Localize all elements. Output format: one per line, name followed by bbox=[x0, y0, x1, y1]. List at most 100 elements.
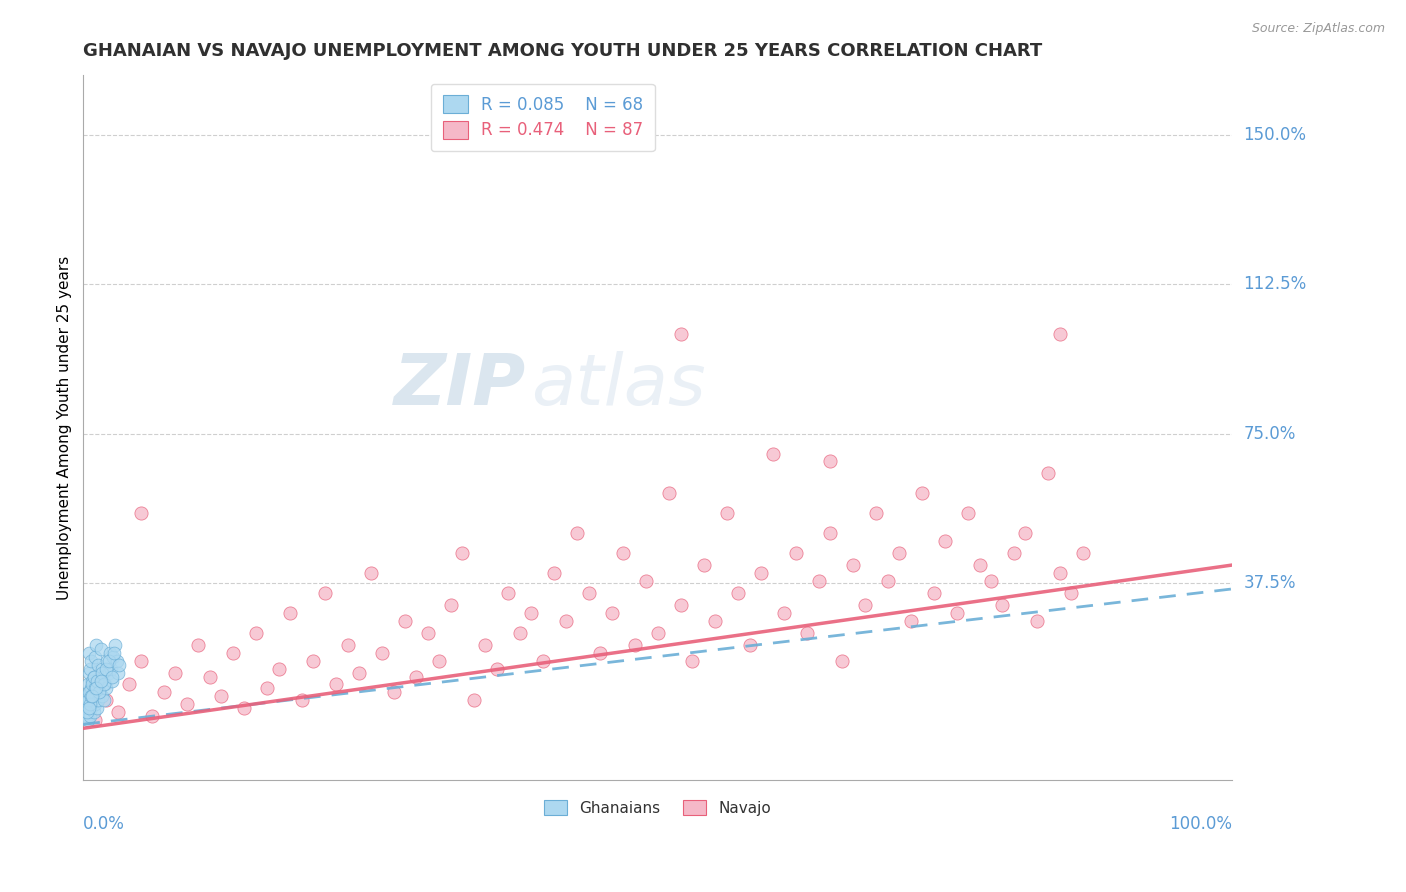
Point bbox=[198, 669, 221, 683]
Point bbox=[87, 657, 110, 672]
Point bbox=[749, 566, 772, 580]
Point bbox=[887, 546, 910, 560]
Point bbox=[221, 646, 243, 660]
Point bbox=[991, 598, 1014, 612]
Point bbox=[77, 701, 100, 715]
Point bbox=[658, 486, 681, 500]
Point bbox=[429, 654, 451, 668]
Point bbox=[876, 574, 898, 588]
Point bbox=[945, 606, 967, 620]
Point bbox=[165, 665, 187, 680]
Point bbox=[716, 506, 738, 520]
Point bbox=[1049, 326, 1071, 341]
Point bbox=[245, 625, 267, 640]
Point bbox=[83, 698, 105, 712]
Point bbox=[842, 558, 865, 572]
Point bbox=[96, 681, 118, 696]
Point bbox=[543, 566, 565, 580]
Point bbox=[79, 709, 101, 723]
Point bbox=[76, 709, 98, 723]
Point bbox=[77, 698, 100, 712]
Point bbox=[97, 654, 120, 668]
Point bbox=[79, 685, 101, 699]
Point bbox=[463, 693, 485, 707]
Point bbox=[796, 625, 818, 640]
Point bbox=[278, 606, 301, 620]
Text: 75.0%: 75.0% bbox=[1243, 425, 1296, 442]
Point bbox=[773, 606, 796, 620]
Text: 100.0%: 100.0% bbox=[1170, 815, 1232, 833]
Point bbox=[77, 693, 100, 707]
Point bbox=[96, 693, 118, 707]
Point bbox=[129, 506, 152, 520]
Point bbox=[79, 698, 101, 712]
Point bbox=[704, 614, 727, 628]
Point bbox=[1060, 586, 1083, 600]
Point bbox=[647, 625, 669, 640]
Point bbox=[93, 677, 115, 691]
Point bbox=[141, 709, 163, 723]
Point bbox=[90, 662, 112, 676]
Point bbox=[104, 638, 127, 652]
Point bbox=[865, 506, 887, 520]
Point bbox=[82, 673, 104, 688]
Point bbox=[80, 681, 103, 696]
Point bbox=[314, 586, 336, 600]
Point bbox=[360, 566, 382, 580]
Point bbox=[1026, 614, 1049, 628]
Point bbox=[922, 586, 945, 600]
Point bbox=[89, 673, 111, 688]
Point bbox=[209, 690, 232, 704]
Point bbox=[89, 685, 111, 699]
Point bbox=[89, 685, 111, 699]
Point bbox=[77, 706, 100, 720]
Point bbox=[176, 698, 198, 712]
Point bbox=[347, 665, 370, 680]
Point bbox=[77, 646, 100, 660]
Point bbox=[108, 657, 131, 672]
Point bbox=[1049, 566, 1071, 580]
Point bbox=[83, 677, 105, 691]
Point bbox=[554, 614, 576, 628]
Point bbox=[105, 654, 128, 668]
Text: 37.5%: 37.5% bbox=[1243, 574, 1296, 592]
Point bbox=[83, 706, 105, 720]
Point bbox=[96, 662, 118, 676]
Point bbox=[1038, 467, 1060, 481]
Point bbox=[600, 606, 623, 620]
Point bbox=[80, 690, 103, 704]
Point bbox=[636, 574, 658, 588]
Point bbox=[77, 677, 100, 691]
Point bbox=[738, 638, 761, 652]
Text: Source: ZipAtlas.com: Source: ZipAtlas.com bbox=[1251, 22, 1385, 36]
Point bbox=[77, 714, 100, 728]
Point bbox=[900, 614, 922, 628]
Text: ZIP: ZIP bbox=[394, 351, 526, 420]
Point bbox=[80, 701, 103, 715]
Point bbox=[83, 714, 105, 728]
Point bbox=[509, 625, 531, 640]
Point bbox=[325, 677, 347, 691]
Point bbox=[86, 681, 108, 696]
Point bbox=[77, 693, 100, 707]
Text: GHANAIAN VS NAVAJO UNEMPLOYMENT AMONG YOUTH UNDER 25 YEARS CORRELATION CHART: GHANAIAN VS NAVAJO UNEMPLOYMENT AMONG YO… bbox=[83, 42, 1042, 60]
Text: atlas: atlas bbox=[531, 351, 706, 420]
Text: 112.5%: 112.5% bbox=[1243, 276, 1306, 293]
Point bbox=[818, 526, 841, 541]
Point bbox=[83, 649, 105, 664]
Point bbox=[98, 646, 121, 660]
Point bbox=[681, 654, 703, 668]
Point bbox=[77, 685, 100, 699]
Point bbox=[394, 614, 416, 628]
Point bbox=[451, 546, 474, 560]
Point bbox=[233, 701, 256, 715]
Point bbox=[118, 677, 141, 691]
Point bbox=[785, 546, 807, 560]
Point bbox=[91, 669, 114, 683]
Point bbox=[405, 669, 427, 683]
Point bbox=[83, 681, 105, 696]
Point bbox=[669, 326, 692, 341]
Point bbox=[107, 706, 129, 720]
Point bbox=[727, 586, 749, 600]
Point bbox=[84, 681, 107, 696]
